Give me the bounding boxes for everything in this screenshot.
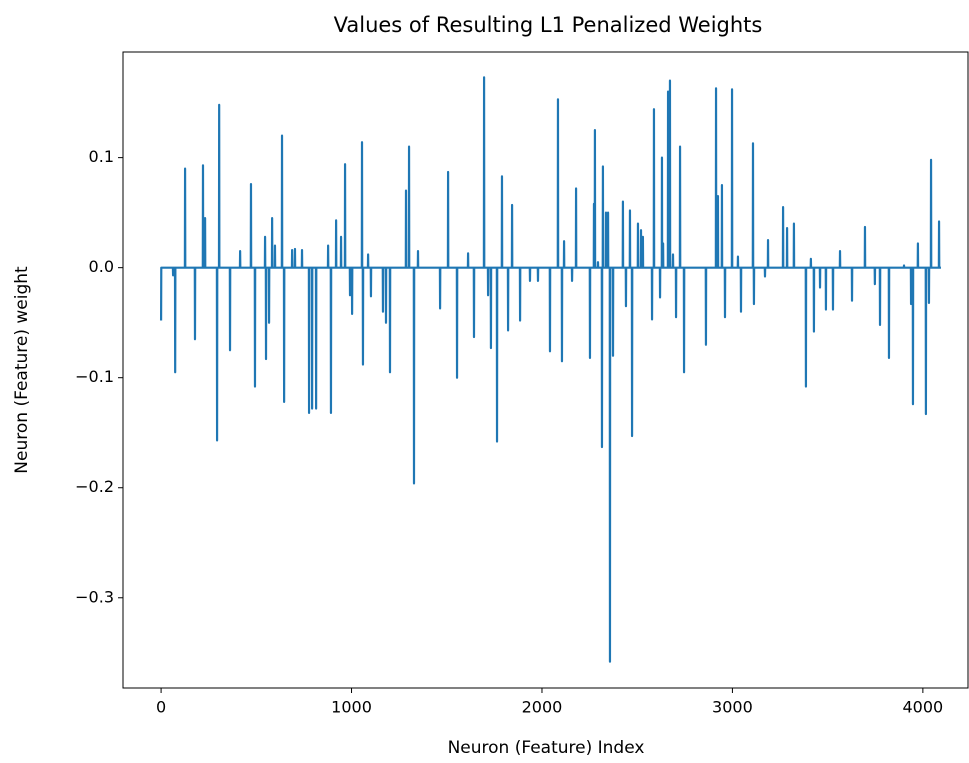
x-tick-label: 4000 <box>903 698 944 717</box>
chart-title: Values of Resulting L1 Penalized Weights <box>334 13 763 37</box>
y-tick-label: 0.1 <box>89 147 114 166</box>
plot-frame <box>122 51 969 689</box>
data-line <box>159 76 941 663</box>
y-tick-label: −0.2 <box>75 477 114 496</box>
y-axis-label: Neuron (Feature) weight <box>12 266 32 474</box>
x-axis-label: Neuron (Feature) Index <box>448 738 645 758</box>
y-tick-label: −0.3 <box>75 587 114 606</box>
x-tick-label: 1000 <box>331 698 372 717</box>
x-tick-label: 3000 <box>712 698 753 717</box>
x-tick-label: 2000 <box>522 698 563 717</box>
y-tick-label: −0.1 <box>75 367 114 386</box>
y-tick-label: 0.0 <box>89 257 114 276</box>
x-tick-label: 0 <box>156 698 166 717</box>
